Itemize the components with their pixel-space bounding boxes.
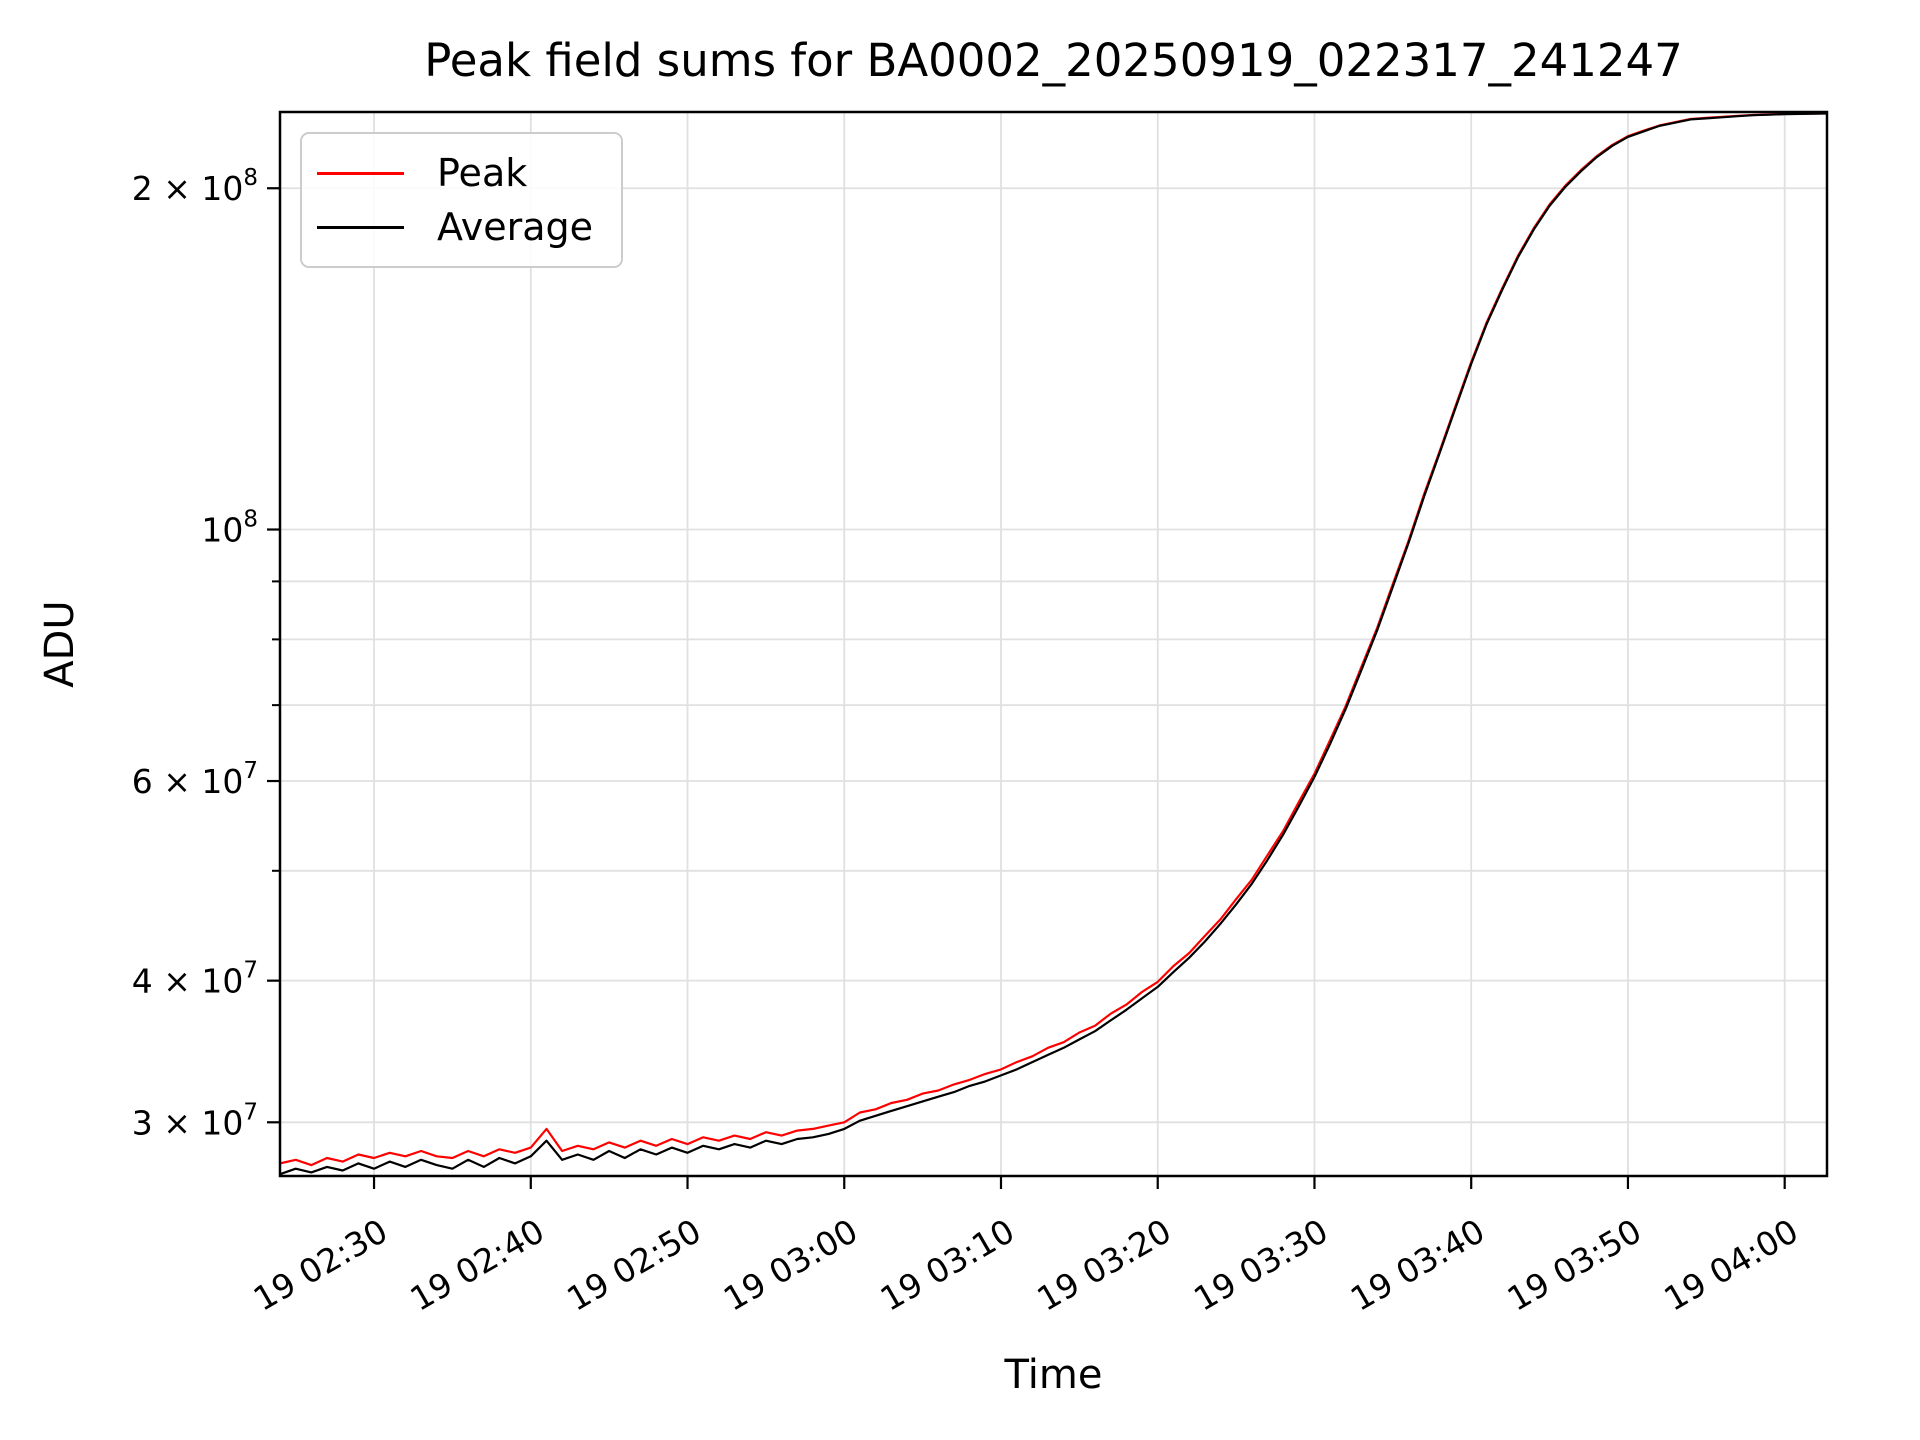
legend-label-average: Average [437,205,594,249]
average-series-line [280,112,1827,1176]
x-tick-label: 19 03:50 [1501,1211,1648,1319]
y-axis-label: ADU [37,600,83,688]
x-tick-label: 19 03:00 [717,1211,864,1319]
x-tick-label: 19 02:50 [560,1211,707,1319]
y-tick-label: 108 [201,507,258,550]
x-tick-label: 19 02:30 [247,1211,394,1319]
y-tick-label: 6 × 107 [132,758,258,801]
legend: Peak Average [300,132,623,268]
x-tick-label: 19 03:20 [1030,1211,1177,1319]
legend-item-peak: Peak [302,154,621,192]
average-line-swatch [317,225,404,229]
plot-border [278,110,1829,1178]
x-tick-label: 19 02:40 [403,1211,550,1319]
y-tick-label: 3 × 107 [132,1099,258,1142]
peak-line-swatch [317,171,404,175]
legend-label-peak: Peak [437,151,528,195]
x-axis-label: Time [1004,1352,1103,1398]
legend-item-average: Average [302,208,621,246]
y-tick-label: 2 × 108 [132,165,258,208]
x-tick-label: 19 03:10 [874,1211,1021,1319]
x-tick-label: 19 03:30 [1187,1211,1334,1319]
y-tick-label: 4 × 107 [132,958,258,1001]
x-tick-label: 19 04:00 [1657,1211,1804,1319]
x-tick-label: 19 03:40 [1344,1211,1491,1319]
chart-title: Peak field sums for BA0002_20250919_0223… [424,34,1683,87]
